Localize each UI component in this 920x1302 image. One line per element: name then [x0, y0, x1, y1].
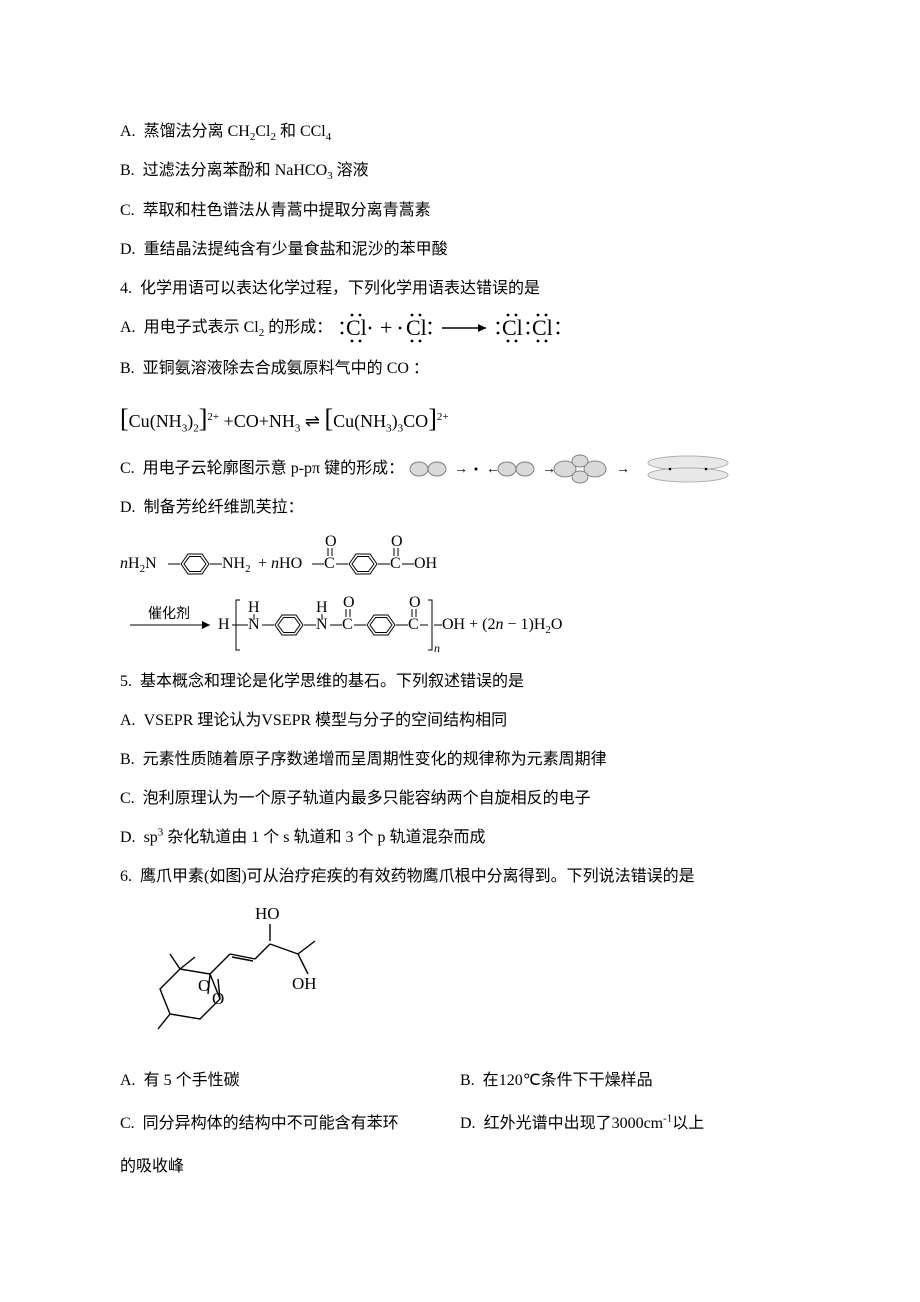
svg-text:→: →: [454, 462, 468, 477]
option-label: B.: [460, 1072, 475, 1089]
option-label: A.: [120, 1072, 136, 1089]
option-label: B.: [120, 360, 135, 377]
question-label: 5.: [120, 673, 132, 690]
svg-text:Cl: Cl: [406, 315, 427, 340]
q3-option-b: B. 过滤法分离苯酚和 NaHCO3 溶液: [120, 153, 800, 188]
q4-option-c: C. 用电子云轮廓图示意 p-pπ 键的形成： → ← →: [120, 451, 800, 486]
label-o2: O: [212, 989, 224, 1008]
orbital-diagram: → ← → →: [408, 452, 768, 486]
q5-stem: 5. 基本概念和理论是化学思维的基石。下列叙述错误的是: [120, 664, 800, 699]
option-text: 制备芳纶纤维凯芙拉：: [144, 499, 304, 516]
svg-text:→: →: [616, 462, 630, 477]
formula: CH2Cl2: [228, 123, 280, 140]
formula: sp3: [144, 829, 168, 846]
option-label: A.: [120, 123, 136, 140]
exam-page: A. 蒸馏法分离 CH2Cl2 和 CCl4 B. 过滤法分离苯酚和 NaHCO…: [0, 0, 920, 1248]
svg-text:H: H: [218, 616, 230, 633]
option-label: D.: [120, 499, 136, 516]
option-text: 有 5 个手性碳: [144, 1072, 240, 1089]
option-label: A.: [120, 712, 136, 729]
formula: NaHCO3: [275, 162, 337, 179]
option-label: D.: [460, 1115, 476, 1132]
svg-text:Cl: Cl: [346, 315, 367, 340]
svg-text:OH: OH: [414, 555, 438, 572]
q6-option-c: C. 同分异构体的结构中不可能含有苯环: [120, 1106, 460, 1141]
q5-option-d: D. sp3 杂化轨道由 1 个 s 轨道和 3 个 p 轨道混杂而成: [120, 820, 800, 855]
q4-option-b: B. 亚铜氨溶液除去合成氨原料气中的 CO ：: [120, 351, 800, 386]
question-label: 6.: [120, 868, 132, 885]
option-label: A.: [120, 319, 136, 336]
svg-text:C: C: [324, 555, 335, 572]
svg-text:H: H: [248, 599, 260, 616]
label-ho: HO: [255, 904, 280, 923]
q3-option-d: D. 重结晶法提纯含有少量食盐和泥沙的苯甲酸: [120, 232, 800, 267]
q4-option-d: D. 制备芳纶纤维凯芙拉：: [120, 490, 800, 525]
svg-text:Cl: Cl: [532, 315, 553, 340]
question-text: 化学用语可以表达化学过程，下列化学用语表达错误的是: [140, 280, 540, 297]
svg-text:+ nHO: + nHO: [258, 555, 302, 572]
svg-text:C: C: [408, 616, 419, 633]
option-label: B.: [120, 162, 135, 179]
svg-text:O: O: [391, 533, 403, 550]
formula: 3000cm-1: [612, 1115, 673, 1132]
option-label: C.: [120, 460, 135, 477]
q6-options-row1: A. 有 5 个手性碳 B. 在120℃条件下干燥样品: [120, 1059, 800, 1102]
option-text: 萃取和柱色谱法从青蒿中提取分离青蒿素: [143, 202, 431, 219]
option-text: 重结晶法提纯含有少量食盐和泥沙的苯甲酸: [144, 241, 448, 258]
q6-structure: HO OH O O: [120, 899, 800, 1059]
q4-d-equation: nH2N NH2 + nHO C O C: [120, 530, 800, 660]
lewis-structure: Cl + Cl Cl: [336, 311, 636, 347]
formula: CO: [387, 360, 409, 377]
svg-text:O: O: [343, 594, 355, 611]
question-label: 4.: [120, 280, 132, 297]
label-o1: O: [198, 976, 210, 995]
formula: CCl4: [300, 123, 331, 140]
q5-option-c: C. 泡利原理认为一个原子轨道内最多只能容纳两个自旋相反的电子: [120, 781, 800, 816]
q3-option-c: C. 萃取和柱色谱法从青蒿中提取分离青蒿素: [120, 193, 800, 228]
svg-text:O: O: [325, 533, 337, 550]
q6-option-a: A. 有 5 个手性碳: [120, 1063, 460, 1098]
q4-stem: 4. 化学用语可以表达化学过程，下列化学用语表达错误的是: [120, 271, 800, 306]
option-text: 过滤法分离苯酚和: [143, 162, 271, 179]
option-label: C.: [120, 202, 135, 219]
option-text: 蒸馏法分离: [144, 123, 224, 140]
svg-text:NH2: NH2: [222, 555, 251, 575]
q6-option-b: B. 在120℃条件下干燥样品: [460, 1063, 800, 1098]
svg-text:+: +: [380, 315, 392, 340]
svg-text:C: C: [390, 555, 401, 572]
option-text: 泡利原理认为一个原子轨道内最多只能容纳两个自旋相反的电子: [143, 790, 591, 807]
q6-options-row2: C. 同分异构体的结构中不可能含有苯环 D. 红外光谱中出现了3000cm-1以…: [120, 1102, 800, 1145]
q6-option-d: D. 红外光谱中出现了3000cm-1以上: [460, 1106, 800, 1141]
option-label: C.: [120, 1115, 135, 1132]
question-text: 鹰爪甲素(如图)可从治疗疟疾的有效药物鹰爪根中分离得到。下列说法错误的是: [140, 868, 695, 885]
q3-option-a: A. 蒸馏法分离 CH2Cl2 和 CCl4: [120, 114, 800, 149]
q4-b-equation: [Cu(NH3)2]2+ +CO+NH3 ⇌ [Cu(NH3)3CO]2+: [120, 390, 800, 447]
option-label: D.: [120, 829, 136, 846]
q6-stem: 6. 鹰爪甲素(如图)可从治疗疟疾的有效药物鹰爪根中分离得到。下列说法错误的是: [120, 859, 800, 894]
q6-option-d-tail: 的吸收峰: [120, 1149, 800, 1184]
q5-option-a: A. VSEPR 理论认为VSEPR 模型与分子的空间结构相同: [120, 703, 800, 738]
question-text: 基本概念和理论是化学思维的基石。下列叙述错误的是: [140, 673, 524, 690]
svg-text:n: n: [434, 641, 440, 655]
svg-text:C: C: [342, 616, 353, 633]
option-text: 元素性质随着原子序数递增而呈周期性变化的规律称为元素周期律: [143, 751, 607, 768]
svg-text:nH2N: nH2N: [120, 555, 157, 575]
svg-text:OH + (2n − 1)H2O: OH + (2n − 1)H2O: [442, 616, 562, 636]
q5-option-b: B. 元素性质随着原子序数递增而呈周期性变化的规律称为元素周期律: [120, 742, 800, 777]
svg-text:Cl: Cl: [502, 315, 523, 340]
catalyst-label: 催化剂: [148, 606, 190, 622]
label-oh: OH: [292, 974, 317, 993]
svg-text:O: O: [409, 594, 421, 611]
svg-text:H: H: [316, 599, 328, 616]
option-text: 同分异构体的结构中不可能含有苯环: [143, 1115, 399, 1132]
formula: Cl2: [244, 319, 269, 336]
q4-option-a: A. 用电子式表示 Cl2 的形成： Cl + Cl: [120, 310, 800, 346]
option-label: C.: [120, 790, 135, 807]
option-label: B.: [120, 751, 135, 768]
option-label: D.: [120, 241, 136, 258]
